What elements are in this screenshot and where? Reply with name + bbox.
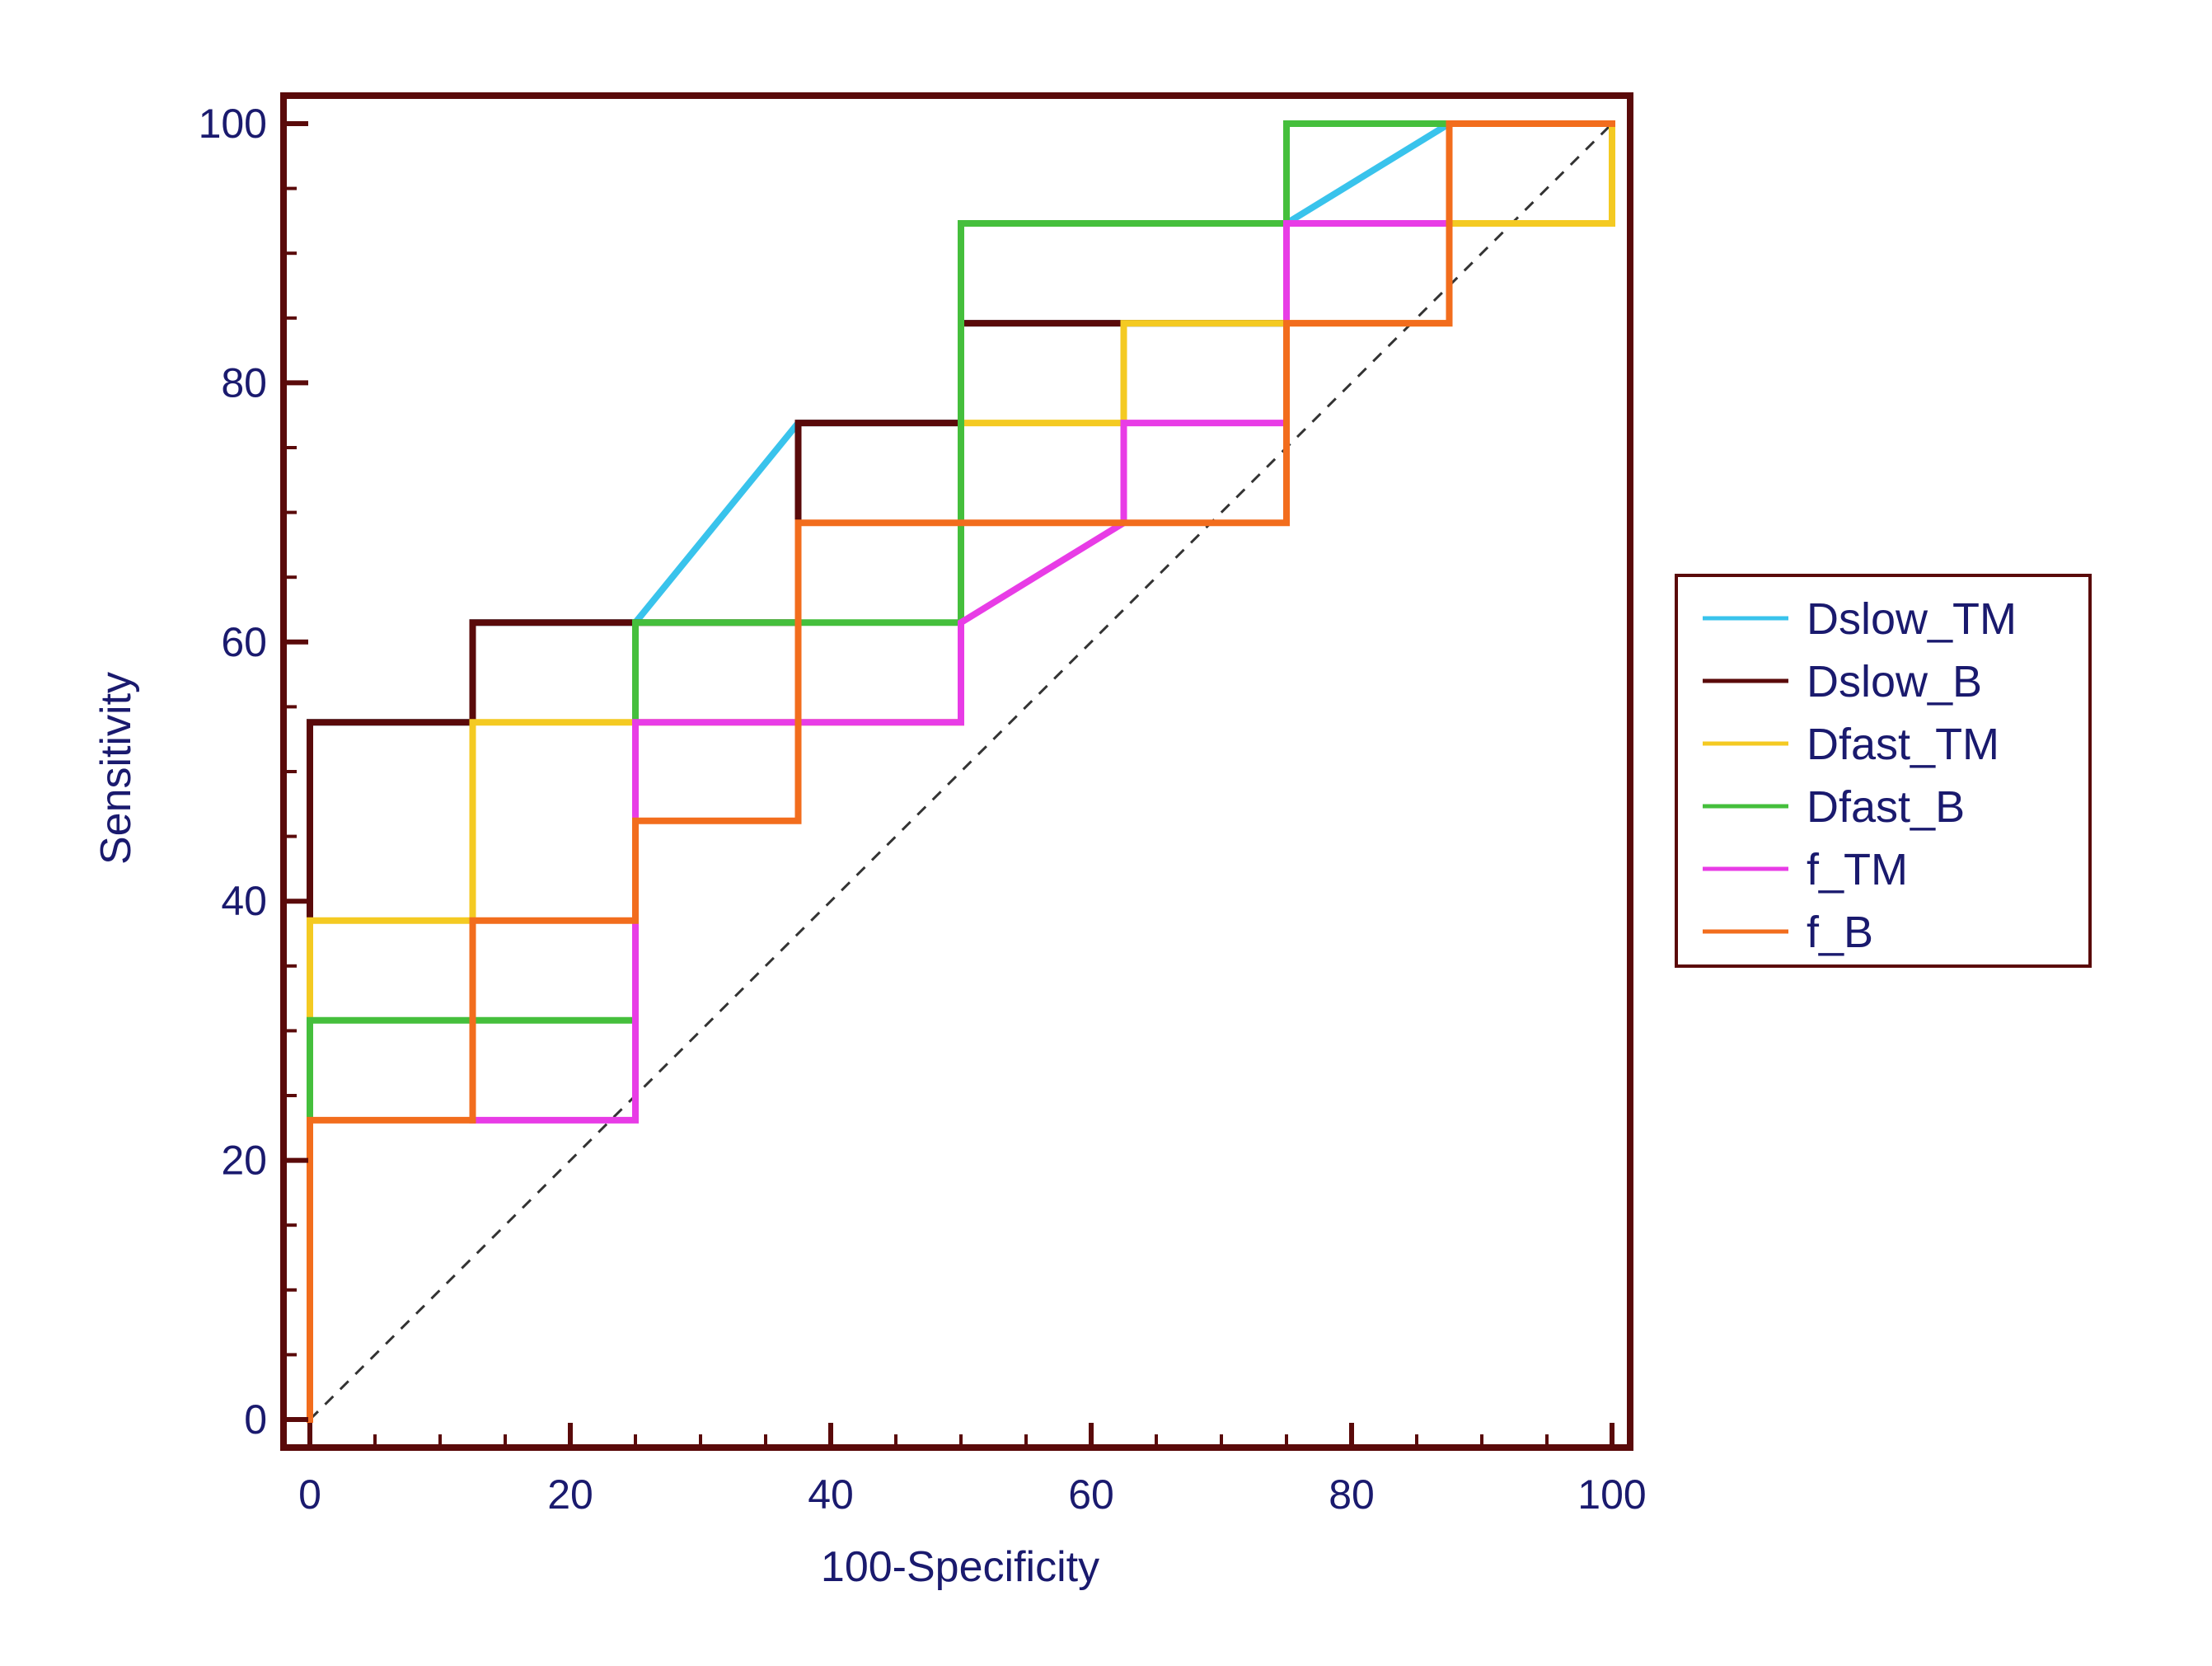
x-tick-label: 80 xyxy=(1329,1471,1375,1518)
y-tick-label: 100 xyxy=(199,101,267,147)
x-tick-label: 20 xyxy=(547,1471,593,1518)
x-axis-label: 100-Specificity xyxy=(821,1543,1099,1591)
y-tick-label: 0 xyxy=(244,1396,267,1443)
series-line-f-b xyxy=(307,120,1615,1423)
legend-label-f-b: f_B xyxy=(1807,908,1873,957)
x-tick-label: 60 xyxy=(1068,1471,1114,1518)
x-tick-label: 0 xyxy=(298,1471,321,1518)
axes-layer: 0 20 40 60 80 100 0 20 40 60 80 100 xyxy=(199,92,1647,1518)
legend-label-f-tm: f_TM xyxy=(1807,845,1908,894)
legend-label-dslow-tm: Dslow_TM xyxy=(1807,594,2017,644)
chance-diagonal-line xyxy=(308,122,1614,1421)
legend-label-dfast-b: Dfast_B xyxy=(1807,782,1965,832)
y-tick-label: 20 xyxy=(221,1138,267,1184)
y-tick-label: 40 xyxy=(221,878,267,924)
legend: Dslow_TM Dslow_B Dfast_TM Dfast_B f_TM f_B xyxy=(1675,574,2092,968)
y-axis-label: Sensitivity xyxy=(92,672,140,865)
legend-label-dslow-b: Dslow_B xyxy=(1807,657,1982,706)
legend-box xyxy=(1675,574,2092,968)
x-tick-label: 40 xyxy=(808,1471,854,1518)
x-tick-label: 100 xyxy=(1577,1471,1646,1518)
legend-label-dfast-tm: Dfast_TM xyxy=(1807,720,1999,769)
y-tick-label: 80 xyxy=(221,359,267,406)
series-layer xyxy=(307,120,1615,1423)
plot-area xyxy=(308,122,1614,1421)
y-tick-label: 60 xyxy=(221,619,267,665)
